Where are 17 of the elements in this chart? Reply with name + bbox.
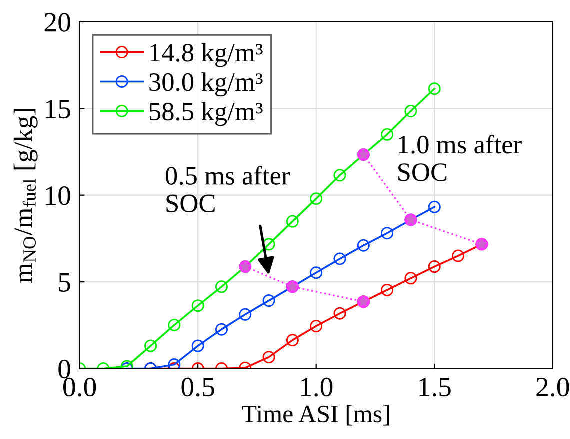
x-axis-title: Time ASI [ms] [242,405,390,426]
annotation: 0.5 ms after SOC [166,166,290,213]
x-tick-label: 2.0 [536,378,570,397]
y-axis-title: m$_{NO}$/m$_{fuel}$ [g/kg] [14,109,38,284]
x-tick-label: 1.5 [420,378,451,397]
y-tick-label: 0 [58,360,70,379]
x-tick-label: 0.0 [64,378,96,397]
legend-label: 58.5 kg/m³ [150,102,263,126]
y-tick-label: 15 [46,100,70,119]
x-tick-label: 1.0 [301,378,333,397]
y-tick-label: 20 [44,13,70,32]
annotation: 1.0 ms after SOC [398,134,522,182]
y-tick-label: 10 [46,186,70,206]
legend-label: 14.8 kg/m³ [150,43,263,68]
legend-label: 30.0 kg/m³ [150,72,263,97]
y-tick-label: 5 [59,274,70,292]
x-tick-label: 0.5 [182,378,214,397]
